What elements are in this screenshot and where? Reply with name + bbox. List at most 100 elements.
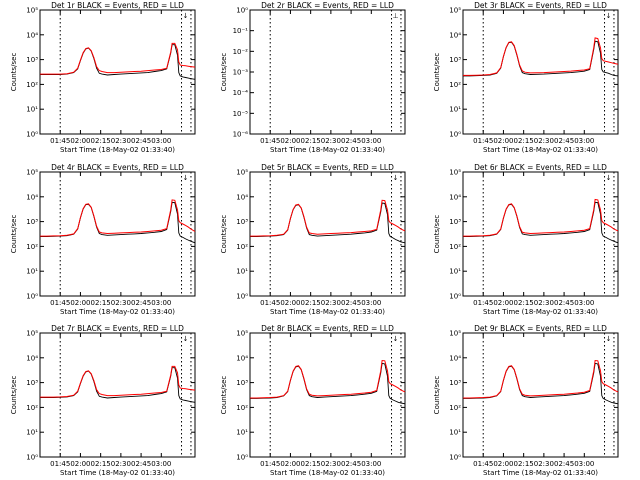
- y-tick-label: 10⁰: [236, 454, 248, 462]
- y-tick-label: 10⁵: [449, 169, 461, 177]
- y-tick-label: 10⁻⁴: [233, 89, 249, 97]
- y-tick-label: 10³: [26, 379, 38, 387]
- y-tick-label: 10²: [26, 243, 38, 251]
- y-tick-label: 10⁴: [236, 193, 248, 201]
- y-axis-label: Counts/sec: [433, 376, 441, 415]
- y-tick-label: 10⁻⁵: [233, 110, 249, 118]
- black-series-line: [250, 202, 406, 244]
- plot-frame: [462, 332, 619, 458]
- panel-2: Det 2r BLACK = Events, RED = LLD 10⁻⁶ 10⁻⁵…: [220, 1, 406, 154]
- y-tick-label: 10⁰: [449, 293, 461, 301]
- x-tick-label: 02:45: [341, 460, 361, 468]
- y-tick-label: 10⁴: [26, 354, 38, 362]
- y-tick-label: 10²: [449, 404, 461, 412]
- x-tick-label: 02:00: [70, 299, 90, 307]
- y-tick-label: 10⁻⁶: [233, 131, 249, 139]
- y-tick-label: 10⁻²: [233, 48, 249, 56]
- red-series-line: [40, 365, 196, 398]
- panel-9: Det 9r BLACK = Events, RED = LLD 10⁰ 10¹ 10…: [433, 324, 619, 477]
- x-tick-label: 02:45: [341, 299, 361, 307]
- x-tick-label: 01:45: [50, 137, 70, 145]
- x-axis-label: Start Time (18-May-02 01:33:40): [60, 308, 175, 316]
- y-tick-label: 10⁴: [449, 354, 461, 362]
- y-tick-label: 10³: [449, 56, 461, 64]
- x-axis-label: Start Time (18-May-02 01:33:40): [60, 469, 175, 477]
- x-tick-label: 02:30: [534, 460, 554, 468]
- x-tick-label: 02:15: [91, 137, 111, 145]
- x-tick-label: 02:15: [514, 137, 534, 145]
- x-tick-label: 02:30: [321, 460, 341, 468]
- y-tick-label: 10¹: [449, 268, 461, 276]
- panel-title: Det 6r BLACK = Events, RED = LLD: [474, 163, 607, 172]
- y-tick-label: 10³: [236, 218, 248, 226]
- plot-frame: [39, 171, 196, 297]
- y-tick-label: 10⁰: [26, 131, 38, 139]
- x-tick-label: 02:00: [493, 137, 513, 145]
- panel-3: Det 3r BLACK = Events, RED = LLD 10⁰ 10¹ 10…: [433, 1, 619, 154]
- y-tick-label: 10³: [449, 218, 461, 226]
- panel-7: Det 7r BLACK = Events, RED = LLD 10⁰ 10¹ 10…: [10, 324, 196, 477]
- panel-annotation: ↓: [393, 174, 399, 182]
- x-tick-label: 02:30: [111, 299, 131, 307]
- y-tick-label: 10⁰: [449, 454, 461, 462]
- panel-title: Det 5r BLACK = Events, RED = LLD: [261, 163, 394, 172]
- x-tick-label: 02:00: [70, 137, 90, 145]
- y-tick-label: 10²: [236, 243, 248, 251]
- y-tick-label: 10⁴: [26, 31, 38, 39]
- panel-annotation: ↓: [606, 174, 612, 182]
- panel-5: Det 5r BLACK = Events, RED = LLD 10⁰ 10¹ 10…: [220, 163, 406, 316]
- y-tick-label: 10²: [26, 404, 38, 412]
- black-series-line: [463, 40, 619, 77]
- x-tick-label: 03:00: [151, 137, 171, 145]
- panel-annotation: ↓: [606, 335, 612, 343]
- panel-annotation: ↓: [393, 335, 399, 343]
- y-tick-label: 10¹: [449, 106, 461, 114]
- y-tick-label: 10⁴: [449, 31, 461, 39]
- y-tick-label: 10⁵: [236, 169, 248, 177]
- x-tick-label: 03:00: [574, 137, 594, 145]
- y-tick-label: 10⁴: [26, 193, 38, 201]
- y-tick-label: 10⁰: [236, 293, 248, 301]
- y-tick-label: 10²: [26, 81, 38, 89]
- x-tick-label: 02:30: [534, 299, 554, 307]
- y-tick-label: 10⁵: [449, 7, 461, 15]
- x-tick-label: 01:45: [50, 299, 70, 307]
- x-tick-label: 02:45: [554, 460, 574, 468]
- y-axis-label: Counts/sec: [220, 53, 228, 92]
- x-tick-label: 01:45: [260, 137, 280, 145]
- x-tick-label: 02:45: [131, 460, 151, 468]
- y-axis-label: Counts/sec: [10, 53, 18, 92]
- panel-4: Det 4r BLACK = Events, RED = LLD 10⁰ 10¹ 10…: [10, 163, 196, 316]
- panel-title: Det 8r BLACK = Events, RED = LLD: [261, 324, 394, 333]
- y-axis-label: Counts/sec: [10, 376, 18, 415]
- x-tick-label: 02:00: [493, 460, 513, 468]
- red-series-line: [40, 42, 196, 75]
- x-axis-label: Start Time (18-May-02 01:33:40): [270, 146, 385, 154]
- plot-frame: [249, 332, 406, 458]
- y-tick-label: 10¹: [236, 268, 248, 276]
- panel-title: Det 3r BLACK = Events, RED = LLD: [474, 1, 607, 10]
- x-tick-label: 03:00: [361, 460, 381, 468]
- y-tick-label: 10¹: [26, 268, 38, 276]
- black-series-line: [40, 201, 196, 244]
- x-tick-label: 02:45: [554, 137, 574, 145]
- y-tick-label: 10⁰: [26, 293, 38, 301]
- y-axis-label: Counts/sec: [433, 53, 441, 92]
- x-tick-label: 03:00: [361, 299, 381, 307]
- y-tick-label: 10⁵: [26, 330, 38, 338]
- x-tick-label: 02:00: [280, 137, 300, 145]
- black-series-line: [463, 201, 619, 244]
- red-series-line: [463, 198, 619, 237]
- x-tick-label: 01:45: [260, 299, 280, 307]
- y-tick-label: 10³: [26, 218, 38, 226]
- x-tick-label: 02:15: [91, 460, 111, 468]
- x-tick-label: 02:45: [341, 137, 361, 145]
- y-tick-label: 10⁰: [236, 7, 248, 15]
- y-tick-label: 10³: [449, 379, 461, 387]
- x-tick-label: 03:00: [574, 460, 594, 468]
- x-axis-label: Start Time (18-May-02 01:33:40): [270, 308, 385, 316]
- x-tick-label: 02:30: [321, 137, 341, 145]
- x-tick-label: 02:45: [131, 137, 151, 145]
- y-axis-label: Counts/sec: [10, 215, 18, 254]
